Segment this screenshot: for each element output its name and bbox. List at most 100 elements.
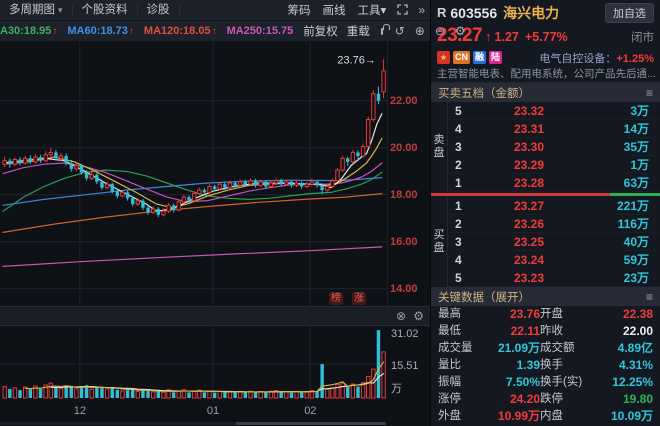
stock-name: 海兴电力 <box>503 4 560 21</box>
level: 5 <box>455 271 462 285</box>
price-row: 23.27 ↑ 1.27 +5.77% 闭市 <box>431 25 660 48</box>
tool-筹码[interactable]: 筹码 <box>287 5 311 17</box>
sell-row[interactable]: 2 23.29 1万 <box>448 156 660 174</box>
key-label: 量比 <box>438 359 461 371</box>
stock-header: R 603556 海兴电力 加自选 <box>431 0 660 25</box>
ma-indicators: A30:18.95↑ MA60:18.73↑ MA120:18.05↑ MA250:1… <box>0 25 303 37</box>
buy-row[interactable]: 1 23.27 221万 <box>448 197 660 215</box>
price-chart[interactable]: 23.76→ 22.00 20.00 18.00 16.00 14.00 榜涨 <box>0 42 430 306</box>
tool-画线[interactable]: 画线 <box>322 5 346 17</box>
zoom-out-icon[interactable]: ⊖ <box>434 24 445 38</box>
rank-badge-涨[interactable]: 涨 <box>352 292 366 305</box>
stock-badges: ★ CN 融陆 <box>437 51 503 64</box>
zoom-in-icon[interactable]: ⊕ <box>414 24 425 38</box>
buy-label: 买盘 <box>431 197 448 287</box>
amount: 35万 <box>623 140 649 154</box>
key-data-row: 成交量 21.09万 成交额 4.89亿 <box>431 340 660 357</box>
key-data-menu-icon[interactable]: ≡ <box>645 289 653 304</box>
volume-tick-label: 31.02 <box>391 328 419 340</box>
month-label: 02 <box>304 405 317 417</box>
key-data-header[interactable]: 关键数据（展开） ≡ <box>431 287 660 306</box>
key-label: 跌停 <box>540 393 563 405</box>
key-label: 振幅 <box>438 376 461 388</box>
buy-block: 买盘 1 23.27 221万 2 23.26 116万 3 23.25 40万 4 23.24 59… <box>431 197 660 287</box>
amount: 59万 <box>623 253 649 267</box>
adjust-actions: 前复权 重载 <box>303 23 379 39</box>
sell-row[interactable]: 5 23.32 3万 <box>448 102 660 120</box>
sector-link[interactable]: 电气自控设备：+1.25% <box>539 52 654 65</box>
last-price: 23.27 <box>437 25 483 46</box>
action-前复权[interactable]: 前复权 <box>303 26 338 38</box>
key-value: 4.31% <box>618 358 653 372</box>
price: 23.27 <box>513 199 544 213</box>
settings-gear-icon[interactable]: ⚙ <box>454 24 466 38</box>
key-data-grid: 最高 23.76 开盘 22.38 最低 22.11 昨收 22.00 成交量 21.09万 成交额… <box>431 306 660 426</box>
order-book-header[interactable]: 买卖五档（金额） ≡ <box>431 83 660 102</box>
amount: 116万 <box>617 217 649 231</box>
amount: 14万 <box>623 122 649 136</box>
tool-工具[interactable]: 工具▾ <box>357 5 387 17</box>
candlestick-plot[interactable]: 23.76→ <box>0 42 387 306</box>
price: 23.25 <box>513 235 544 249</box>
buy-row[interactable]: 4 23.24 59万 <box>448 251 660 269</box>
ma-indicator: MA250:15.75 <box>226 25 294 37</box>
action-重载[interactable]: 重载 <box>346 26 370 38</box>
more-panels-icon[interactable]: » <box>418 3 425 17</box>
key-label: 开盘 <box>540 308 563 320</box>
key-value: 23.76 <box>509 307 540 321</box>
key-value: 4.89亿 <box>617 341 653 355</box>
sell-rows: 5 23.32 3万 4 23.31 14万 3 23.30 35万 2 23.29 1万 1 23.28… <box>448 102 660 192</box>
key-label: 昨收 <box>540 325 563 337</box>
key-label: 换手(实) <box>540 376 583 388</box>
key-value: 19.80 <box>622 392 653 406</box>
buy-row[interactable]: 2 23.26 116万 <box>448 215 660 233</box>
chart-scrollbar[interactable] <box>0 422 386 425</box>
key-label: 涨停 <box>438 393 461 405</box>
undo-icon[interactable]: ↺ <box>394 24 405 38</box>
level: 2 <box>455 158 462 172</box>
chart-rank-badges: 榜涨 <box>329 292 366 305</box>
price: 23.31 <box>513 122 544 136</box>
sell-row[interactable]: 1 23.28 63万 <box>448 174 660 192</box>
key-label: 最低 <box>438 325 461 337</box>
pane-settings-icon[interactable]: ⚙ <box>413 309 424 323</box>
scrollbar-thumb[interactable] <box>236 422 386 425</box>
tab-多周期图[interactable]: 多周期图 ▾ <box>0 3 73 16</box>
high-annotation: 23.76→ <box>337 54 376 66</box>
fullscreen-icon[interactable] <box>392 3 413 17</box>
rank-badge-榜[interactable]: 榜 <box>329 292 343 305</box>
amount: 221万 <box>616 199 649 213</box>
key-value: 10.99万 <box>497 409 540 423</box>
market-status: 闭市 <box>631 32 654 44</box>
key-label: 成交量 <box>438 342 473 354</box>
chart-toolbar: 多周期图 ▾ 个股资料 诊股 筹码 画线 工具▾ » <box>0 0 430 21</box>
price-tick-label: 22.00 <box>390 94 418 107</box>
level: 5 <box>455 104 462 118</box>
sell-pressure <box>431 193 610 196</box>
key-data-title: 关键数据（展开） <box>438 291 530 304</box>
month-label: 01 <box>206 405 220 417</box>
toolbar-tools: 筹码 画线 工具▾ <box>282 2 393 18</box>
tab-个股资料[interactable]: 个股资料 <box>72 3 138 16</box>
buy-row[interactable]: 3 23.25 40万 <box>448 233 660 251</box>
amount: 23万 <box>623 271 649 285</box>
sell-row[interactable]: 4 23.31 14万 <box>448 120 660 138</box>
buy-row[interactable]: 5 23.23 23万 <box>448 269 660 287</box>
volume-plot[interactable] <box>0 326 387 402</box>
key-value: 21.09万 <box>497 341 540 355</box>
volume-chart[interactable]: 31.02 15.51 万 <box>0 326 430 402</box>
sell-row[interactable]: 3 23.30 35万 <box>448 138 660 156</box>
key-label: 换手 <box>540 359 563 371</box>
lock-icon[interactable] <box>380 23 390 35</box>
order-book-title: 买卖五档（金额） <box>438 87 530 100</box>
stock-code: 603556 <box>450 4 498 21</box>
order-book-menu-icon[interactable]: ≡ <box>645 85 653 100</box>
key-value: 22.11 <box>510 324 540 338</box>
add-watchlist-button[interactable]: 加自选 <box>605 2 654 23</box>
chart-column: 多周期图 ▾ 个股资料 诊股 筹码 画线 工具▾ » A30:18.95↑ MA60:18.… <box>0 0 466 426</box>
key-label: 最高 <box>438 308 461 320</box>
tab-诊股[interactable]: 诊股 <box>137 3 180 16</box>
close-pane-icon[interactable]: ⊗ <box>395 309 406 323</box>
price-change: 1.27 <box>494 30 519 44</box>
chevron-down-icon: ▾ <box>380 5 387 17</box>
